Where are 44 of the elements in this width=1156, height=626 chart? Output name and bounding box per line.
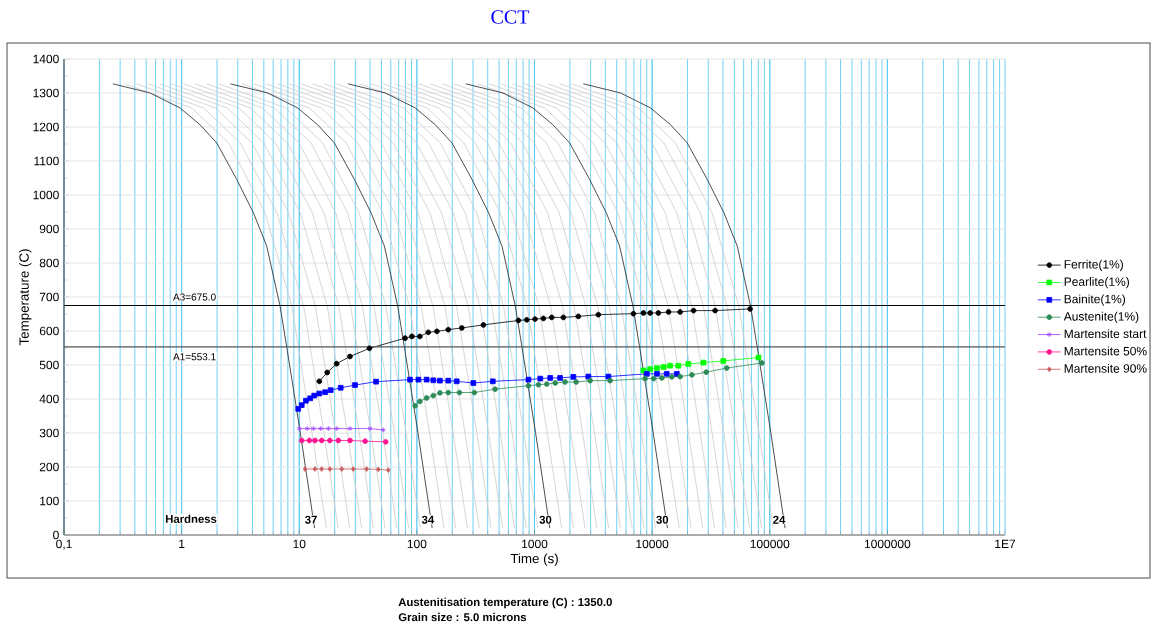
legend-label: Pearlite(1%): [1064, 277, 1130, 289]
y-tick-label: 300: [39, 428, 59, 438]
ref-line-label: A3=675.0: [173, 293, 216, 301]
legend-label: Ferrite(1%): [1064, 259, 1123, 271]
x-tick-label: 10000: [636, 539, 669, 549]
legend-label: Bainite(1%): [1064, 294, 1126, 306]
x-tick-label: 100000: [750, 539, 790, 549]
ref-line-label: A1=553.1: [173, 353, 216, 361]
y-tick-label: 400: [39, 394, 59, 404]
annotation: Hardness: [165, 514, 217, 523]
chart-title: CCT: [491, 10, 530, 24]
x-tick-label: 1000000: [864, 539, 911, 549]
legend-label: Martensite start: [1064, 329, 1147, 339]
annotation: 30: [539, 515, 552, 524]
x-tick-label: 100: [407, 539, 427, 549]
y-tick-label: 800: [39, 258, 59, 268]
y-tick-label: 1200: [33, 122, 59, 132]
y-tick-label: 500: [39, 360, 59, 370]
annotation: 34: [421, 515, 435, 524]
x-tick-label: 1000: [522, 539, 548, 549]
legend-label: Martensite 50%: [1064, 346, 1147, 356]
annotation: 24: [773, 515, 786, 524]
legend-label: Austenite(1%): [1063, 311, 1139, 324]
y-tick-label: 700: [39, 292, 59, 302]
annotation: 30: [656, 515, 669, 524]
annotation: 37: [305, 515, 317, 524]
x-tick-label: 1E7: [995, 539, 1016, 548]
legend-label: Martensite 90%: [1064, 363, 1147, 373]
x-tick-label: 10: [293, 539, 306, 549]
x-tick-label: 1: [179, 539, 185, 548]
y-tick-label: 1300: [33, 88, 59, 98]
y-axis-title: Temperature (C): [19, 249, 32, 346]
y-tick-label: 200: [39, 462, 59, 472]
y-tick-label: 1000: [33, 190, 59, 200]
y-tick-label: 1100: [34, 156, 59, 166]
text: Austenitisation temperature (C) : 1350.0: [398, 597, 612, 609]
y-tick-label: 600: [39, 326, 59, 336]
x-axis-title: Time (s): [510, 553, 558, 566]
y-tick-label: 900: [39, 224, 59, 234]
text: Grain size : 5.0 microns: [398, 612, 527, 622]
y-tick-label: 100: [40, 496, 59, 506]
y-tick-label: 0: [53, 530, 59, 540]
x-tick-label: 0,1: [56, 539, 72, 550]
y-tick-label: 1400: [33, 54, 59, 64]
